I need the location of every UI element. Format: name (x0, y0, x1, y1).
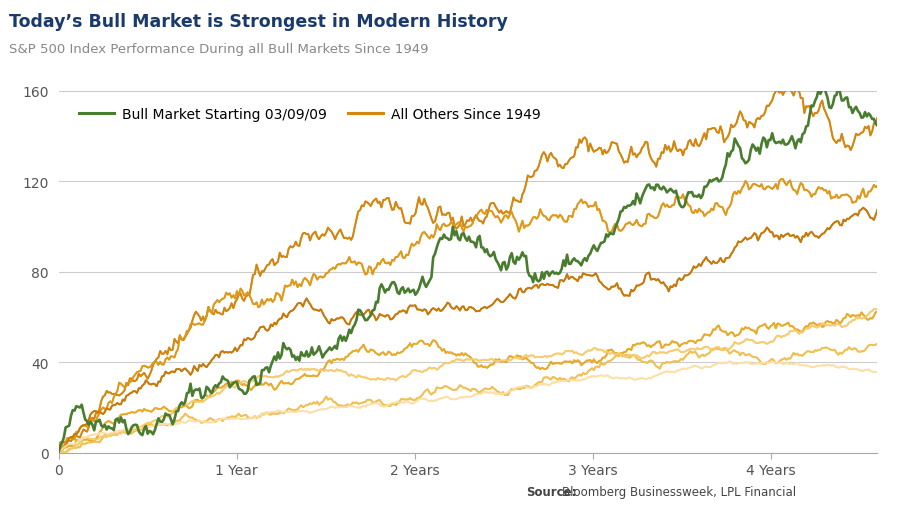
Legend: Bull Market Starting 03/09/09, All Others Since 1949: Bull Market Starting 03/09/09, All Other… (74, 102, 546, 127)
Text: Source:: Source: (526, 485, 577, 498)
Text: Today’s Bull Market is Strongest in Modern History: Today’s Bull Market is Strongest in Mode… (9, 13, 508, 31)
Text: Bloomberg Businessweek, LPL Financial: Bloomberg Businessweek, LPL Financial (562, 485, 796, 498)
Text: S&P 500 Index Performance During all Bull Markets Since 1949: S&P 500 Index Performance During all Bul… (9, 43, 428, 56)
